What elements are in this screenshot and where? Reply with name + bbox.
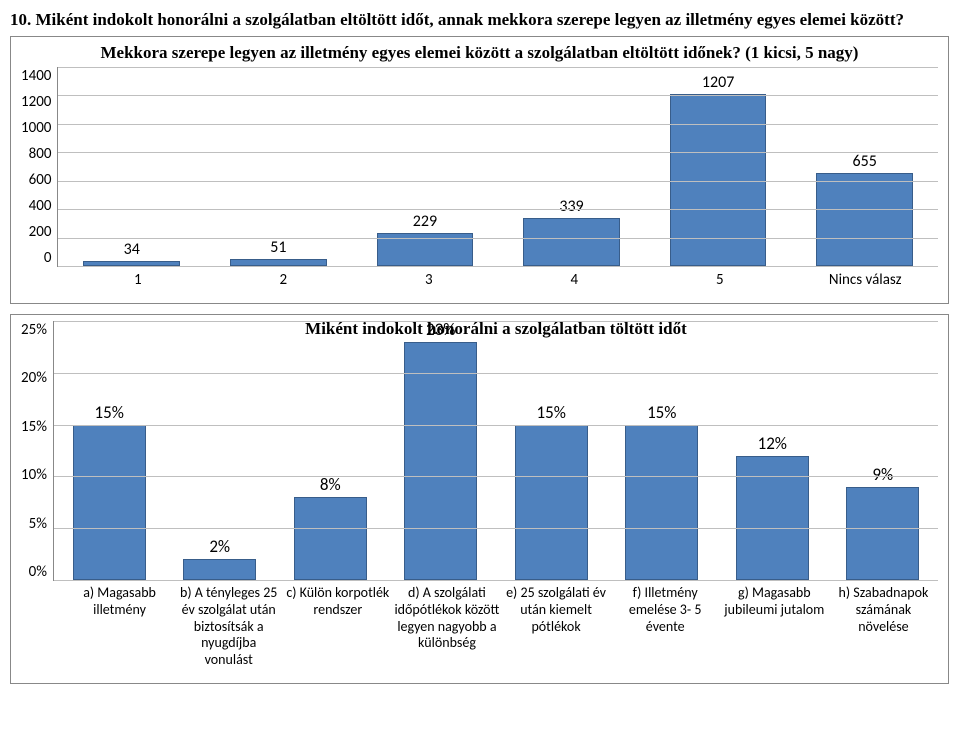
bar-slot: 12% (717, 321, 828, 580)
bar-value-label: 339 (559, 197, 583, 216)
x-tick-label: h) Szabadnapok számának növelése (829, 581, 938, 635)
y-tick-label: 400 (29, 197, 52, 215)
gridline (58, 67, 938, 68)
chart1-bars-row: 34 51 229 339 1207 655 (58, 67, 938, 266)
x-tick-label: 2 (211, 267, 357, 289)
x-tick-label: a) Magasabb illetmény (65, 581, 174, 619)
y-tick-label: 5% (29, 515, 47, 533)
gridline (58, 95, 938, 96)
bar-slot: 34 (58, 67, 205, 266)
bar (515, 425, 588, 580)
bar (523, 218, 620, 266)
page-heading: 10. Miként indokolt honorálni a szolgála… (10, 10, 949, 30)
gridline (54, 580, 938, 581)
bar (73, 425, 146, 580)
bar-value-label: 655 (853, 152, 877, 171)
y-tick-label: 10% (21, 466, 47, 484)
bar-slot: 9% (828, 321, 939, 580)
y-tick-label: 1200 (21, 93, 51, 111)
chart1-plot-wrap: 1400 1200 1000 800 600 400 200 0 34 51 229 339 1207… (21, 67, 938, 267)
bar-slot: 655 (791, 67, 938, 266)
bar-value-label: 15% (94, 402, 123, 423)
bar (816, 173, 913, 266)
bar (183, 559, 256, 580)
chart2-plot-area: Miként indokolt honorálni a szolgálatban… (53, 321, 938, 581)
bar-slot: 23% (385, 321, 496, 580)
gridline (58, 152, 938, 153)
chart1-x-axis: 12345Nincs válasz (21, 267, 938, 289)
bar-slot: 2% (164, 321, 275, 580)
bar-slot: 8% (275, 321, 386, 580)
bar-value-label: 2% (209, 536, 230, 557)
y-tick-label: 0 (44, 249, 52, 267)
gridline (54, 528, 938, 529)
y-tick-label: 20% (21, 369, 47, 387)
x-tick-label: Nincs válasz (793, 267, 939, 289)
chart2-plot-wrap: 25% 20% 15% 10% 5% 0% Miként indokolt honorál… (21, 321, 938, 581)
gridline (54, 321, 938, 322)
gridline (58, 209, 938, 210)
y-tick-label: 1000 (21, 119, 51, 137)
bar-value-label: 15% (647, 402, 676, 423)
gridline (58, 124, 938, 125)
bar-value-label: 51 (270, 238, 286, 257)
bar-slot: 229 (352, 67, 499, 266)
x-tick-label: 1 (65, 267, 211, 289)
bar (846, 487, 919, 580)
bar (404, 342, 477, 580)
x-tick-label: 5 (647, 267, 793, 289)
bar (294, 497, 367, 580)
bar (736, 456, 809, 580)
chart2-container: 25% 20% 15% 10% 5% 0% Miként indokolt honorál… (10, 314, 949, 684)
chart1-y-axis: 1400 1200 1000 800 600 400 200 0 (21, 67, 57, 267)
bar-value-label: 15% (537, 402, 566, 423)
bar (230, 259, 327, 266)
y-tick-label: 0% (29, 563, 47, 581)
x-tick-label: c) Külön korpotlék rendszer (283, 581, 392, 619)
x-tick-label: b) A tényleges 25 év szolgálat után bizt… (174, 581, 283, 669)
bar-slot: 15% (54, 321, 165, 580)
x-tick-label: 4 (502, 267, 648, 289)
bar-value-label: 9% (872, 464, 893, 485)
x-tick-label: d) A szolgálati időpótlékok között legye… (392, 581, 501, 652)
x-tick-label: e) 25 szolgálati év után kiemelt pótléko… (502, 581, 611, 635)
gridline (54, 425, 938, 426)
bar-value-label: 1207 (702, 73, 734, 92)
gridline (58, 238, 938, 239)
y-tick-label: 200 (29, 223, 52, 241)
bar-value-label: 229 (413, 212, 437, 231)
gridline (58, 266, 938, 267)
chart2-bars-row: 15% 2% 8%23% 15% 15% 12% 9% (54, 321, 938, 580)
y-tick-label: 600 (29, 171, 52, 189)
bar-value-label: 12% (758, 433, 787, 454)
bar-slot: 51 (205, 67, 352, 266)
bar-slot: 15% (496, 321, 607, 580)
bar-slot: 339 (498, 67, 645, 266)
y-tick-label: 25% (21, 321, 47, 339)
x-tick-label: g) Magasabb jubileumi jutalom (720, 581, 829, 619)
chart2-x-axis: a) Magasabb illetményb) A tényleges 25 é… (21, 581, 938, 669)
chart2-x-ticks: a) Magasabb illetményb) A tényleges 25 é… (65, 581, 938, 669)
bar (625, 425, 698, 580)
x-tick-label: f) Illetmény emelése 3- 5 évente (611, 581, 720, 635)
chart1-x-ticks: 12345Nincs válasz (65, 267, 938, 289)
x-tick-label: 3 (356, 267, 502, 289)
y-tick-label: 1400 (21, 67, 51, 85)
gridline (58, 181, 938, 182)
bar-slot: 1207 (645, 67, 792, 266)
chart2-y-axis: 25% 20% 15% 10% 5% 0% (21, 321, 53, 581)
y-tick-label: 800 (29, 145, 52, 163)
bar-value-label: 34 (124, 240, 140, 259)
bar-slot: 15% (607, 321, 718, 580)
gridline (54, 373, 938, 374)
chart1-container: Mekkora szerepe legyen az illetmény egye… (10, 36, 949, 304)
y-tick-label: 15% (21, 418, 47, 436)
gridline (54, 476, 938, 477)
chart1-title: Mekkora szerepe legyen az illetmény egye… (21, 43, 938, 63)
chart1-plot-area: 34 51 229 339 1207 655 (57, 67, 938, 267)
